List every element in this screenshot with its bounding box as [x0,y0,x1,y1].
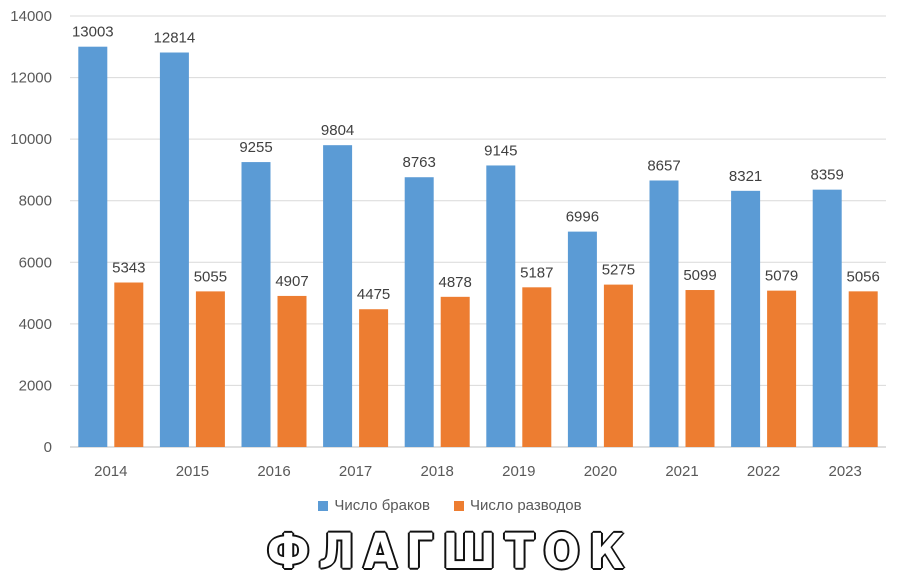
data-label-divorces: 5056 [847,268,880,285]
bar-marriages [649,180,679,447]
data-label-marriages: 13003 [72,24,114,41]
bar-divorces [440,296,470,447]
data-label-marriages: 8359 [811,167,844,184]
bar-divorces [603,284,633,447]
data-label-divorces: 5055 [194,268,227,285]
bar-marriages [323,145,353,447]
data-label-marriages: 8763 [403,154,436,171]
bars [78,46,878,448]
x-tick-label: 2021 [665,463,698,480]
gridlines [70,15,886,448]
x-tick-label: 2017 [339,463,372,480]
y-tick-label: 12000 [10,70,52,87]
bar-divorces [848,291,878,447]
bar-divorces [685,290,715,447]
y-tick-label: 14000 [10,8,52,25]
legend-item-marriages: Число браков [318,497,430,514]
x-tick-label: 2018 [421,463,454,480]
bar-marriages [159,52,189,448]
bar-marriages [812,189,842,447]
bar-divorces [277,295,307,447]
data-label-marriages: 8657 [647,157,680,174]
x-tick-label: 2015 [176,463,209,480]
data-label-divorces: 5187 [520,264,553,281]
data-label-divorces: 4475 [357,286,390,303]
data-labels: 13003 5343 12814 5055 9255 4907 9804 4475 8763 48… [72,24,880,304]
data-label-divorces: 4907 [275,273,308,290]
x-tick-label: 2014 [94,463,127,480]
legend-label-marriages: Число браков [334,497,431,514]
x-tick-label: 2022 [747,463,780,480]
legend-swatch-marriages [318,500,329,511]
bar-divorces [522,287,552,447]
data-label-divorces: 5275 [602,262,635,279]
bar-chart: 0 2000 4000 6000 8000 10000 12000 14000 13003 53… [10,8,886,480]
data-label-divorces: 5099 [683,267,716,284]
x-tick-label: 2016 [257,463,290,480]
data-label-divorces: 5079 [765,268,798,285]
bar-marriages [731,190,761,447]
legend-item-divorces: Число разводов [454,497,582,514]
bar-marriages [241,162,271,447]
data-label-marriages: 8321 [729,168,762,185]
legend-swatch-divorces [454,500,465,511]
x-tick-label: 2019 [502,463,535,480]
data-label-marriages: 9255 [239,139,272,156]
bar-divorces [767,290,797,447]
data-label-divorces: 5343 [112,260,145,277]
data-label-marriages: 9804 [321,122,354,139]
legend: Число браков Число разводов [0,497,900,514]
y-axis: 0 2000 4000 6000 8000 10000 12000 14000 [10,8,52,456]
bar-marriages [404,177,434,447]
data-label-marriages: 9145 [484,142,517,159]
y-tick-label: 10000 [10,131,52,148]
y-tick-label: 4000 [19,316,52,333]
bar-divorces [195,291,225,447]
bar-divorces [359,309,389,447]
watermark-logo: ФЛАГШТОК [266,524,634,580]
bar-marriages [567,231,597,447]
data-label-marriages: 12814 [154,30,196,47]
data-label-divorces: 4878 [439,274,472,291]
data-label-marriages: 6996 [566,209,599,226]
x-tick-label: 2023 [829,463,862,480]
y-tick-label: 2000 [19,377,52,394]
x-axis: 2014 2015 2016 2017 2018 2019 2020 2021 2022 2023 [94,463,862,480]
x-tick-label: 2020 [584,463,617,480]
y-tick-label: 6000 [19,254,52,271]
y-tick-label: 0 [44,439,52,456]
bar-marriages [486,165,516,447]
bar-divorces [114,282,144,447]
legend-label-divorces: Число разводов [470,497,582,514]
y-tick-label: 8000 [19,193,52,210]
bar-marriages [78,46,108,447]
